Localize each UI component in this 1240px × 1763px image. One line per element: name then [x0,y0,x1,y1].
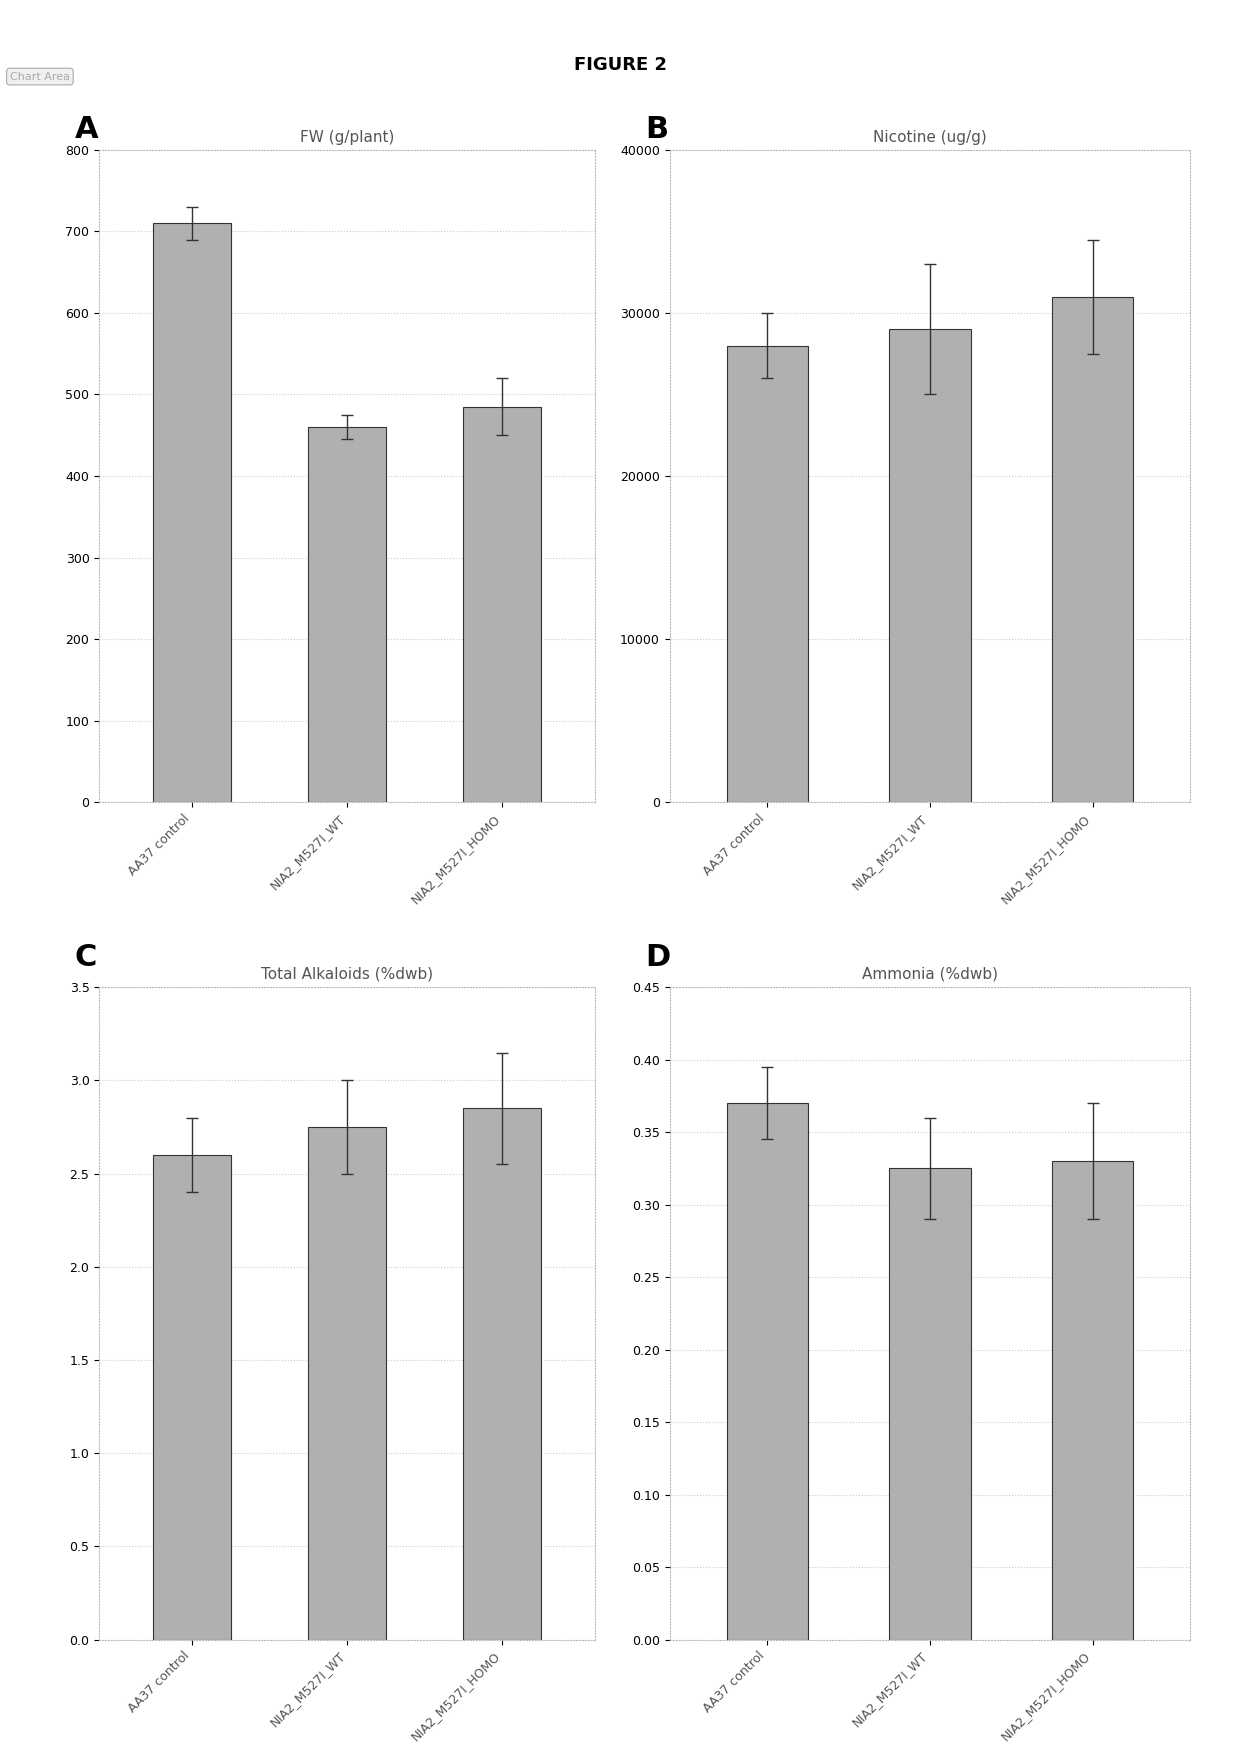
Bar [727,1104,808,1640]
Title: FW (g/plant): FW (g/plant) [300,129,394,145]
Text: B: B [645,115,668,143]
Bar [889,330,971,802]
Title: Ammonia (%dwb): Ammonia (%dwb) [862,966,998,982]
Text: C: C [74,943,97,971]
Bar [154,1155,231,1640]
Text: Chart Area: Chart Area [10,72,69,81]
Bar [1052,296,1133,802]
Bar [464,407,541,802]
Title: Total Alkaloids (%dwb): Total Alkaloids (%dwb) [262,966,433,982]
Bar [464,1109,541,1640]
Text: D: D [645,943,670,971]
Bar [727,346,808,802]
Bar [889,1169,971,1640]
Bar [309,427,386,802]
Text: A: A [74,115,98,143]
Bar [309,1127,386,1640]
Text: FIGURE 2: FIGURE 2 [573,56,667,74]
Bar [1052,1162,1133,1640]
Bar [154,224,231,802]
Title: Nicotine (ug/g): Nicotine (ug/g) [873,129,987,145]
